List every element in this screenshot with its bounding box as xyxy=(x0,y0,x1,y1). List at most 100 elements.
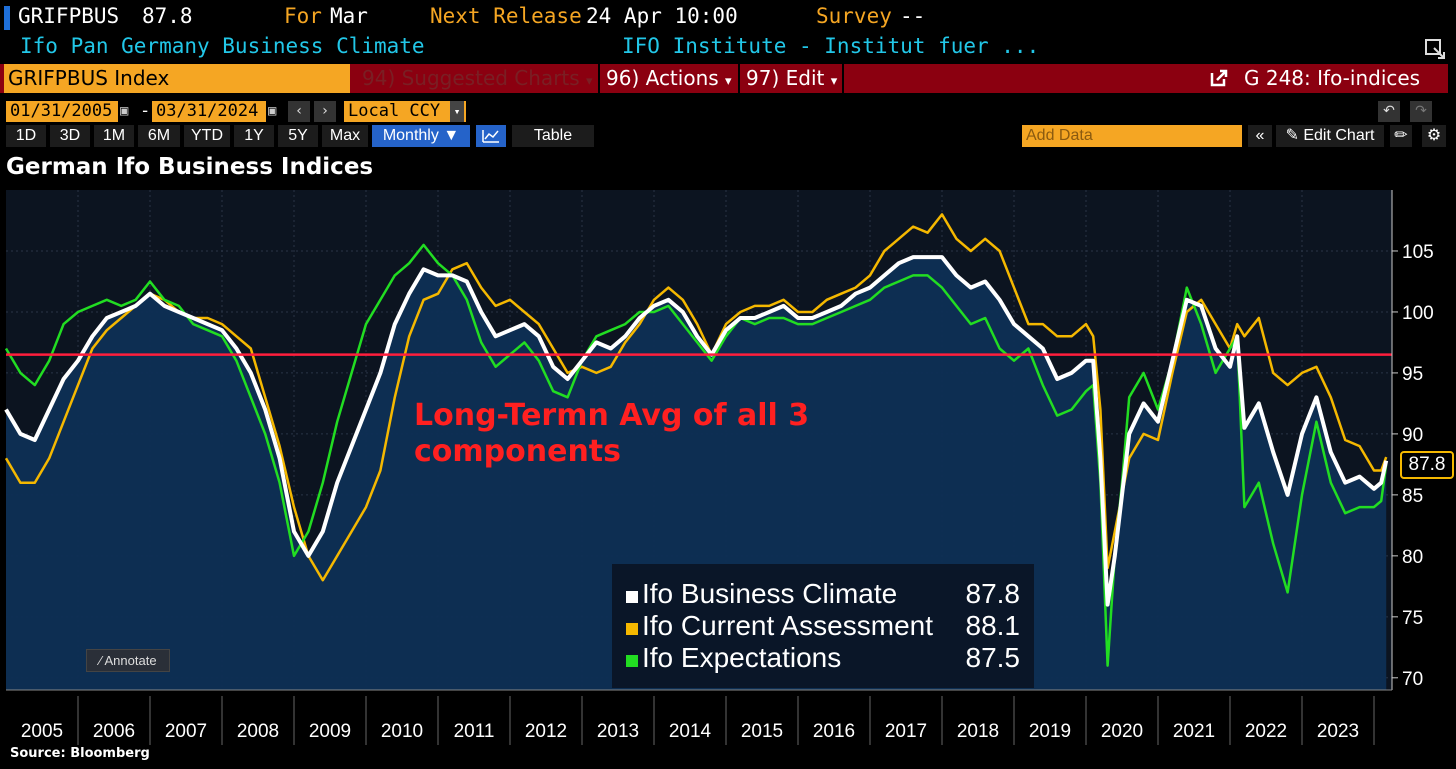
redo-icon[interactable]: ↷ xyxy=(1410,101,1432,122)
period-5y[interactable]: 5Y xyxy=(278,125,318,147)
y-tick-label: 95 xyxy=(1402,364,1423,385)
x-tick-label: 2007 xyxy=(165,721,207,742)
period-1d[interactable]: 1D xyxy=(6,125,46,147)
legend-value: 87.5 xyxy=(965,642,1021,673)
calendar-icon[interactable]: ▣ xyxy=(268,103,277,119)
last-value: 87.8 xyxy=(142,4,193,28)
y-tick-label: 85 xyxy=(1402,486,1423,507)
suggested-charts-label: 94) Suggested Charts xyxy=(362,66,580,90)
frequency-select[interactable]: Monthly ▼ xyxy=(372,125,470,147)
chart-legend: Ifo Business Climate 87.8 Ifo Current As… xyxy=(612,564,1034,688)
chevron-down-icon: ▾ xyxy=(725,74,732,89)
survey-label: Survey xyxy=(816,4,892,28)
x-tick-label: 2012 xyxy=(525,721,567,742)
actions-label: 96) Actions xyxy=(606,66,719,90)
survey-value: -- xyxy=(900,4,926,28)
launch-icon[interactable] xyxy=(1208,64,1232,93)
date-separator: - xyxy=(140,101,151,121)
table-button[interactable]: Table xyxy=(512,125,594,147)
x-tick-label: 2016 xyxy=(813,721,855,742)
next-period-button[interactable]: › xyxy=(314,101,336,122)
popout-icon[interactable] xyxy=(1424,38,1448,62)
for-label: For xyxy=(284,4,322,28)
next-release-value: 24 Apr 10:00 xyxy=(586,4,738,28)
source-name: IFO Institute - Institut fuer ... xyxy=(622,34,1040,58)
annotate-button[interactable]: ∕ Annotate xyxy=(86,649,170,672)
collapse-icon[interactable]: « xyxy=(1248,125,1272,147)
x-tick-label: 2022 xyxy=(1245,721,1287,742)
chevron-down-icon: ▾ xyxy=(830,74,838,89)
x-tick-label: 2014 xyxy=(669,721,712,742)
security-description: Ifo Pan Germany Business Climate xyxy=(20,34,425,58)
y-tick-label: 80 xyxy=(1402,547,1423,568)
x-tick-label: 2009 xyxy=(309,721,351,742)
x-tick-label: 2010 xyxy=(381,721,423,742)
period-ytd[interactable]: YTD xyxy=(184,125,230,147)
command-toolbar: GRIFPBUS Index 94) Suggested Charts ▾ 96… xyxy=(0,64,1448,93)
function-code[interactable]: G 248: Ifo-indices xyxy=(1244,66,1421,90)
edit-menu[interactable]: 97) Edit ▾ xyxy=(746,64,840,93)
actions-menu[interactable]: 96) Actions ▾ xyxy=(606,64,736,93)
suggested-charts-menu[interactable]: 94) Suggested Charts ▾ xyxy=(354,64,596,93)
add-data-field[interactable]: Add Data xyxy=(1022,125,1242,147)
climate-line xyxy=(4,255,1389,607)
prev-period-button[interactable]: ‹ xyxy=(288,101,310,122)
currency-select[interactable]: Local CCY ▾ xyxy=(344,101,466,122)
x-tick-label: 2019 xyxy=(1029,721,1071,742)
ticker-symbol: GRIFPBUS xyxy=(18,4,120,28)
pencil-icon: ✎ xyxy=(1285,127,1299,144)
legend-item: Ifo Expectations xyxy=(626,642,841,674)
x-tick-label: 2023 xyxy=(1317,721,1359,742)
x-tick-label: 2020 xyxy=(1101,721,1143,742)
line-chart-icon[interactable] xyxy=(476,125,506,147)
legend-swatch-climate xyxy=(626,591,638,603)
y-tick-label: 90 xyxy=(1402,425,1423,446)
y-tick-label: 70 xyxy=(1402,669,1423,690)
period-6m[interactable]: 6M xyxy=(138,125,180,147)
legend-item: Ifo Business Climate xyxy=(626,578,897,610)
start-date-field[interactable]: 01/31/2005 xyxy=(6,101,118,122)
legend-label: Ifo Business Climate xyxy=(642,578,898,609)
legend-label: Ifo Expectations xyxy=(642,642,842,673)
source-note: Source: Bloomberg xyxy=(10,746,150,761)
gear-icon[interactable]: ⚙ xyxy=(1422,125,1446,147)
x-tick-label: 2005 xyxy=(21,721,63,742)
legend-label: Ifo Current Assessment xyxy=(642,610,934,641)
climate-area-fill xyxy=(6,257,1387,690)
chevron-down-icon: ▾ xyxy=(586,74,593,89)
current-assessment-line xyxy=(4,213,1388,582)
last-value-tag: 87.8 xyxy=(1400,451,1454,479)
next-release-label: Next Release xyxy=(430,4,582,28)
legend-item: Ifo Current Assessment xyxy=(626,610,933,642)
ticker-marker xyxy=(4,6,10,30)
frequency-label: Monthly xyxy=(382,127,439,144)
y-tick-label: 100 xyxy=(1402,303,1434,324)
period-max[interactable]: Max xyxy=(322,125,368,147)
chart-annotation: Long-Termn Avg of all 3 components xyxy=(414,398,810,469)
x-tick-label: 2017 xyxy=(885,721,927,742)
edit-chart-label: Edit Chart xyxy=(1303,127,1375,144)
x-tick-label: 2018 xyxy=(957,721,999,742)
x-tick-label: 2006 xyxy=(93,721,135,742)
edit-chart-button[interactable]: ✎ Edit Chart xyxy=(1276,125,1384,147)
calendar-icon[interactable]: ▣ xyxy=(120,103,129,119)
y-tick-label: 105 xyxy=(1402,242,1434,263)
legend-swatch-current xyxy=(626,623,638,635)
legend-value: 88.1 xyxy=(965,610,1021,641)
currency-label: Local CCY xyxy=(348,101,441,121)
period-1m[interactable]: 1M xyxy=(94,125,134,147)
x-tick-label: 2015 xyxy=(741,721,783,742)
end-date-field[interactable]: 03/31/2024 xyxy=(152,101,266,122)
undo-icon[interactable]: ↶ xyxy=(1378,101,1400,122)
y-tick-label: 75 xyxy=(1402,608,1423,629)
edit-layout-icon[interactable]: ✏ xyxy=(1390,125,1412,147)
period-1y[interactable]: 1Y xyxy=(234,125,274,147)
x-tick-label: 2011 xyxy=(454,721,495,742)
security-field[interactable]: GRIFPBUS Index xyxy=(4,64,350,93)
climate-area xyxy=(6,257,1387,690)
x-tick-label: 2021 xyxy=(1173,721,1215,742)
axes: 2005 2006 2007 2008 2009 2010 2011 2012 2013 2014… xyxy=(6,190,1434,745)
edit-label: 97) Edit xyxy=(746,66,825,90)
period-3d[interactable]: 3D xyxy=(50,125,90,147)
toolbar-divider xyxy=(842,64,844,93)
